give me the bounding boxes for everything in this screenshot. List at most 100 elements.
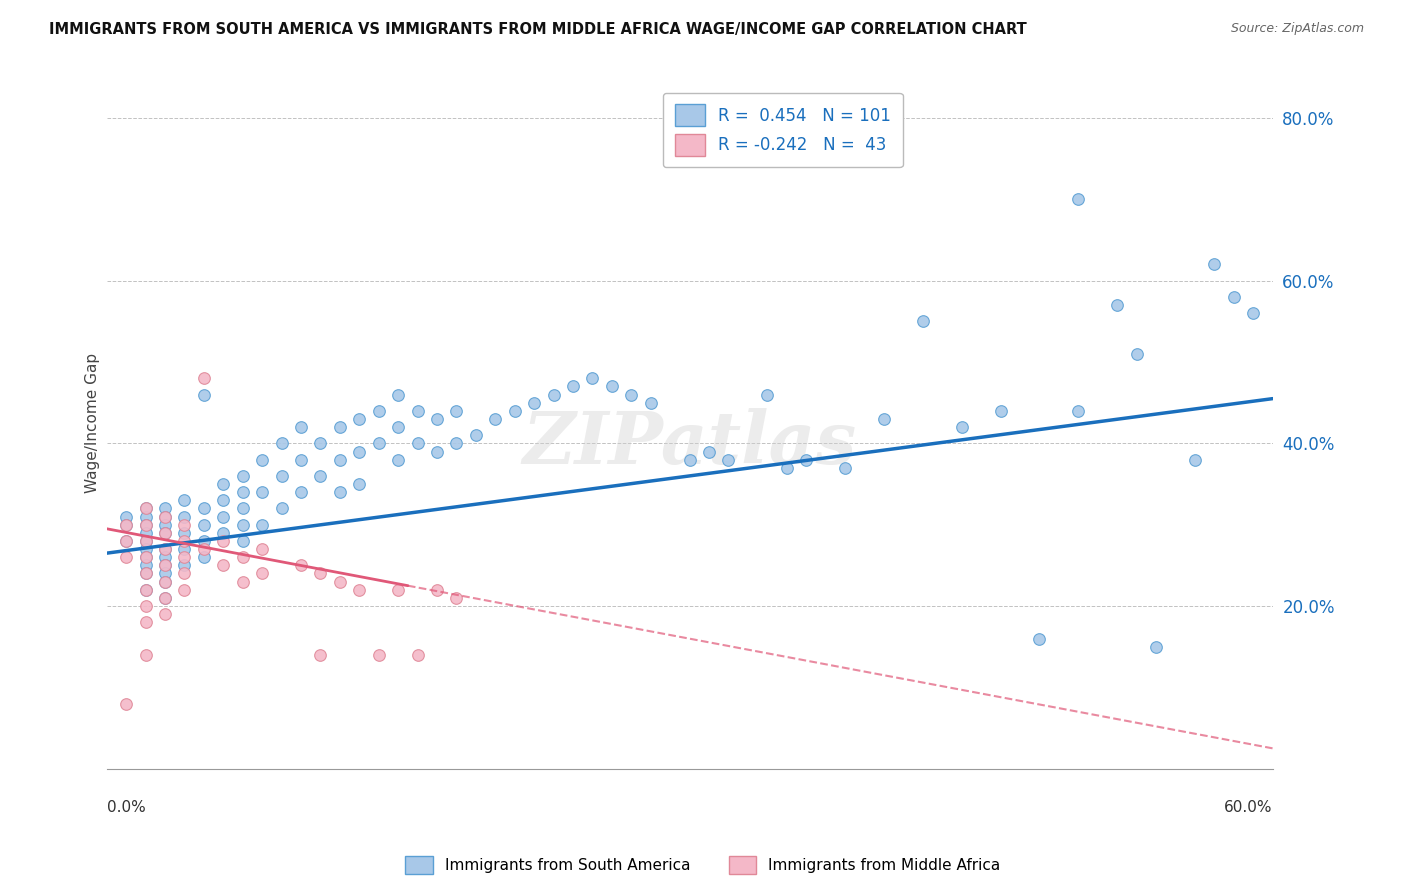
Point [232,550,254,565]
Point [464,428,486,442]
Point [349,582,371,597]
Legend: Immigrants from South America, Immigrants from Middle Africa: Immigrants from South America, Immigrant… [399,850,1007,880]
Point [484,412,506,426]
Point [1125,347,1147,361]
Text: IMMIGRANTS FROM SOUTH AMERICA VS IMMIGRANTS FROM MIDDLE AFRICA WAGE/INCOME GAP C: IMMIGRANTS FROM SOUTH AMERICA VS IMMIGRA… [49,22,1026,37]
Point [115,550,138,565]
Point [135,509,157,524]
Point [232,533,254,548]
Point [115,697,138,711]
Point [212,509,235,524]
Point [446,591,468,605]
Point [135,501,157,516]
Point [387,452,409,467]
Point [153,501,176,516]
Point [135,615,157,630]
Point [153,566,176,581]
Point [153,542,176,557]
Point [250,485,273,500]
Point [426,412,449,426]
Point [135,550,157,565]
Point [173,542,195,557]
Point [153,591,176,605]
Point [193,371,215,385]
Point [173,558,195,573]
Point [135,648,157,662]
Text: ZIPatlas: ZIPatlas [523,409,856,479]
Point [173,525,195,540]
Point [1107,298,1129,312]
Point [446,404,468,418]
Point [387,420,409,434]
Point [950,420,973,434]
Point [135,517,157,532]
Point [426,444,449,458]
Point [232,574,254,589]
Text: Source: ZipAtlas.com: Source: ZipAtlas.com [1230,22,1364,36]
Point [562,379,585,393]
Point [406,648,429,662]
Point [250,517,273,532]
Point [135,517,157,532]
Point [153,574,176,589]
Point [173,550,195,565]
Point [329,452,352,467]
Point [697,444,720,458]
Point [212,493,235,508]
Point [212,477,235,491]
Point [232,517,254,532]
Point [153,550,176,565]
Point [329,420,352,434]
Point [135,566,157,581]
Point [309,436,332,450]
Point [290,420,312,434]
Point [135,533,157,548]
Point [173,509,195,524]
Point [193,542,215,557]
Point [153,574,176,589]
Point [135,550,157,565]
Point [270,469,292,483]
Point [135,542,157,557]
Point [387,582,409,597]
Point [581,371,603,385]
Point [153,517,176,532]
Point [153,525,176,540]
Point [135,525,157,540]
Point [232,485,254,500]
Point [193,533,215,548]
Point [212,525,235,540]
Point [873,412,896,426]
Point [406,436,429,450]
Point [193,517,215,532]
Point [387,387,409,401]
Point [173,517,195,532]
Point [173,533,195,548]
Point [193,501,215,516]
Point [543,387,565,401]
Point [115,509,138,524]
Point [367,404,389,418]
Point [600,379,623,393]
Point [135,558,157,573]
Point [329,574,352,589]
Point [756,387,779,401]
Point [270,436,292,450]
Point [1241,306,1264,320]
Point [1028,632,1050,646]
Point [232,469,254,483]
Point [776,460,799,475]
Point [911,314,934,328]
Point [135,599,157,613]
Y-axis label: Wage/Income Gap: Wage/Income Gap [86,353,100,493]
Point [193,550,215,565]
Point [212,533,235,548]
Point [250,542,273,557]
Point [153,558,176,573]
Point [349,412,371,426]
Point [173,582,195,597]
Point [135,582,157,597]
Point [834,460,856,475]
Point [153,542,176,557]
Point [135,501,157,516]
